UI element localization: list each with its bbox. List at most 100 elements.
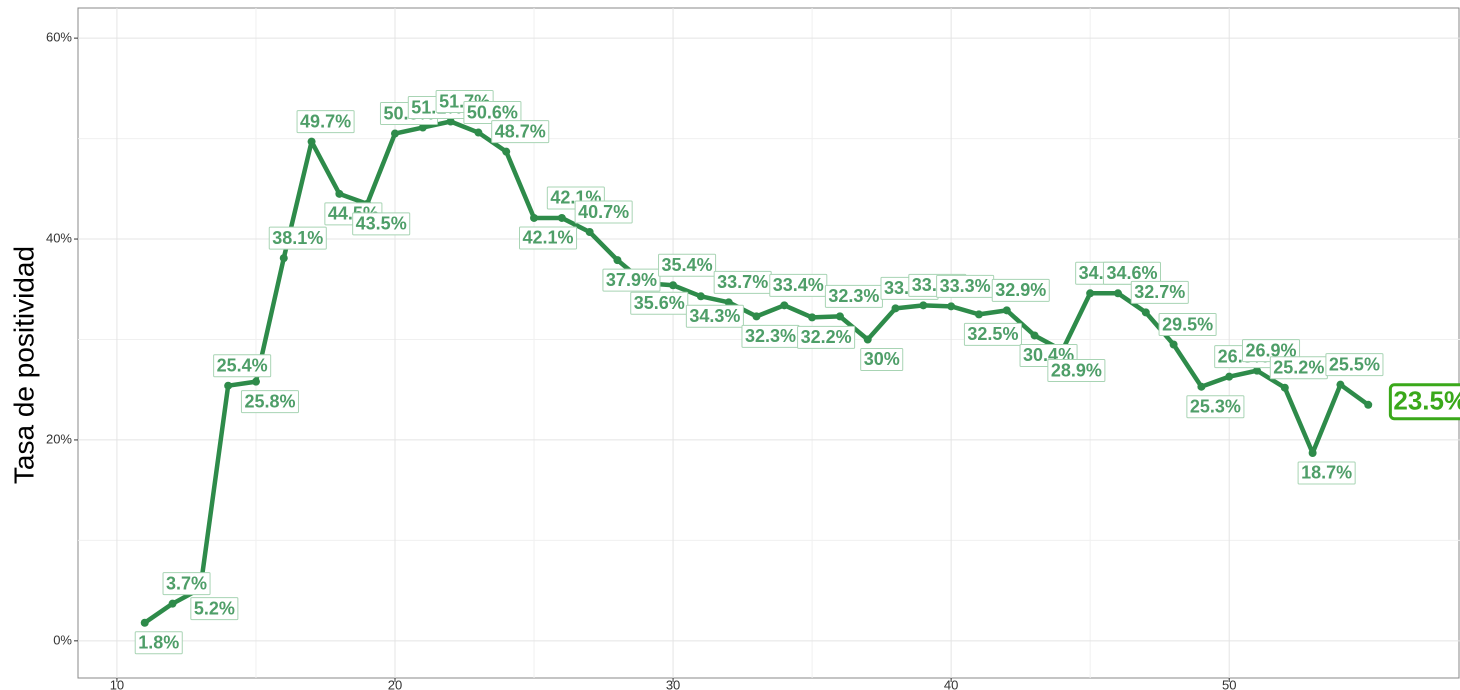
point <box>863 335 872 344</box>
value-label: 34.3% <box>689 306 740 326</box>
value-label-box: 43.5% <box>352 212 411 236</box>
value-label: 37.9% <box>606 270 657 290</box>
value-label-box: 33.7% <box>713 270 772 294</box>
point <box>1030 331 1039 340</box>
value-label-box: 23.5% <box>1388 383 1460 421</box>
value-label-box: 29.5% <box>1158 313 1217 337</box>
value-label-box: 28.9% <box>1047 359 1106 383</box>
value-label-box: 25.4% <box>213 354 272 378</box>
y-tick-label: 60% <box>46 30 72 45</box>
value-label-bg <box>860 347 904 371</box>
value-label-box: 32.3% <box>741 324 800 348</box>
x-tick-label: 30 <box>666 677 680 690</box>
value-label-box: 33.4% <box>769 273 828 297</box>
value-label-box: 42.1% <box>519 226 578 250</box>
value-label: 1.8% <box>138 633 179 653</box>
value-label-box: 40.7% <box>574 200 633 224</box>
point <box>224 381 233 390</box>
value-label-bg <box>658 253 717 277</box>
value-label-bg <box>134 631 183 655</box>
point <box>613 256 622 265</box>
value-label: 38.1% <box>272 228 323 248</box>
value-label-box: 25.2% <box>1269 356 1328 380</box>
value-label: 5.2% <box>194 598 235 618</box>
value-label: 25.5% <box>1329 354 1380 374</box>
point <box>557 213 566 222</box>
point <box>1225 372 1234 381</box>
value-label: 33.4% <box>773 275 824 295</box>
value-label: 26.9% <box>1245 340 1296 360</box>
value-label-box: 49.7% <box>296 110 355 134</box>
value-label-box: 32.3% <box>824 284 883 308</box>
value-label: 32.5% <box>967 324 1018 344</box>
value-label-bg <box>190 597 239 621</box>
point <box>279 254 288 263</box>
value-label: 33.3% <box>940 276 991 296</box>
value-label-box: 30% <box>860 347 904 371</box>
value-label-bg <box>963 322 1022 346</box>
value-label: 42.1% <box>523 228 574 248</box>
point <box>1002 306 1011 315</box>
value-label-box: 35.6% <box>630 291 689 315</box>
value-label-bg <box>268 226 327 250</box>
value-label-bg <box>296 110 355 134</box>
value-label-bg <box>240 390 299 414</box>
point <box>474 128 483 137</box>
value-label-box: 48.7% <box>491 120 550 144</box>
value-label-box: 37.9% <box>602 268 661 292</box>
value-label: 49.7% <box>300 111 351 131</box>
point <box>1086 289 1095 298</box>
value-label-bg <box>797 325 856 349</box>
value-label-box: 1.8% <box>134 631 183 655</box>
point <box>1113 289 1122 298</box>
point <box>835 312 844 321</box>
point <box>251 377 260 386</box>
value-label: 30% <box>864 349 900 369</box>
value-label: 33.7% <box>717 272 768 292</box>
value-label-bg <box>1297 461 1356 485</box>
value-label-box: 38.1% <box>268 226 327 250</box>
value-label-bg <box>213 354 272 378</box>
value-label-box: 50.6% <box>463 101 522 125</box>
point <box>585 228 594 237</box>
value-label-bg <box>602 268 661 292</box>
point <box>1141 308 1150 317</box>
point <box>669 281 678 290</box>
point <box>947 302 956 311</box>
x-tick-label: 40 <box>944 677 958 690</box>
value-label-bg <box>1047 359 1106 383</box>
value-label: 3.7% <box>166 573 207 593</box>
point <box>530 213 539 222</box>
value-label: 32.7% <box>1134 282 1185 302</box>
point <box>1280 383 1289 392</box>
point <box>1169 340 1178 349</box>
point <box>696 292 705 301</box>
point <box>1253 366 1262 375</box>
point <box>780 301 789 310</box>
value-label-bg <box>574 200 633 224</box>
point <box>446 117 455 126</box>
point <box>1336 380 1345 389</box>
value-label-box: 25.3% <box>1186 395 1245 419</box>
point <box>502 147 511 156</box>
value-label-box: 34.6% <box>1102 261 1161 285</box>
point <box>919 301 928 310</box>
value-label: 35.6% <box>634 293 685 313</box>
value-label: 18.7% <box>1301 463 1352 483</box>
value-label-bg <box>630 291 689 315</box>
value-label: 34.6% <box>1106 263 1157 283</box>
value-label: 29.5% <box>1162 314 1213 334</box>
point <box>140 618 149 627</box>
y-tick-label: 0% <box>53 632 72 647</box>
value-label-box: 25.5% <box>1325 353 1384 377</box>
value-label-bg <box>1325 353 1384 377</box>
value-label: 32.2% <box>801 327 852 347</box>
value-label-box: 32.9% <box>991 278 1050 302</box>
value-label: 48.7% <box>495 121 546 141</box>
value-label-bg <box>162 572 211 596</box>
value-label-box: 5.2% <box>190 597 239 621</box>
value-label: 35.4% <box>662 255 713 275</box>
value-label-box: 34.3% <box>685 304 744 328</box>
point <box>808 313 817 322</box>
